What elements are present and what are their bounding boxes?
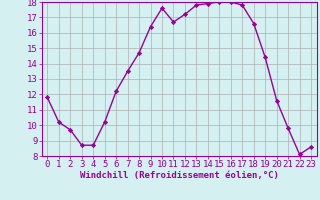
- X-axis label: Windchill (Refroidissement éolien,°C): Windchill (Refroidissement éolien,°C): [80, 171, 279, 180]
